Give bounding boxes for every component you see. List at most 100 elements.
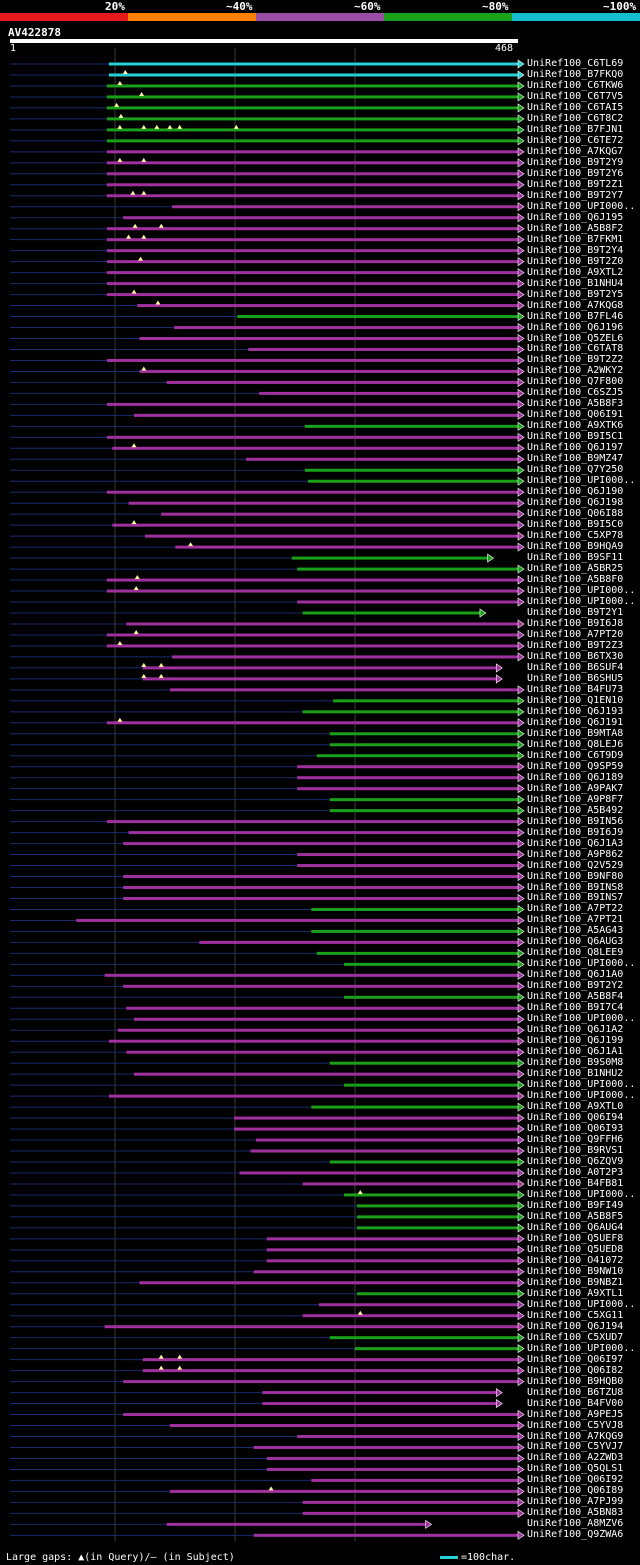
alignment-bar[interactable]: [250, 1149, 518, 1153]
hit-row[interactable]: [10, 948, 525, 958]
alignment-bar[interactable]: [329, 743, 518, 747]
hit-label[interactable]: UniRef100_B9T2Z3: [527, 639, 624, 651]
hit-row[interactable]: [10, 762, 525, 772]
alignment-bar[interactable]: [112, 523, 518, 527]
alignment-bar[interactable]: [106, 293, 518, 297]
hit-label[interactable]: UniRef100_A5B8F5: [527, 1210, 624, 1222]
hit-label[interactable]: UniRef100_B9T2Y2: [527, 980, 624, 992]
hit-row[interactable]: [10, 344, 525, 355]
alignment-bar[interactable]: [108, 73, 519, 77]
alignment-bar[interactable]: [318, 1303, 518, 1307]
alignment-bar[interactable]: [308, 479, 518, 483]
hit-row[interactable]: [10, 1091, 525, 1101]
hit-row[interactable]: [10, 828, 525, 838]
hit-row[interactable]: [10, 147, 525, 157]
hit-row[interactable]: [10, 1398, 503, 1409]
alignment-bar[interactable]: [123, 896, 519, 900]
alignment-bar[interactable]: [106, 183, 518, 187]
hit-row[interactable]: [10, 1080, 525, 1090]
hit-row[interactable]: [10, 1223, 525, 1233]
hit-row[interactable]: [10, 915, 525, 926]
alignment-bar[interactable]: [266, 1456, 518, 1460]
hit-label[interactable]: UniRef100_Q8LEE9: [527, 947, 624, 959]
hit-row[interactable]: [10, 1025, 525, 1035]
hit-row[interactable]: [10, 839, 525, 849]
alignment-bar[interactable]: [106, 260, 518, 264]
alignment-bar[interactable]: [357, 1292, 518, 1296]
hit-row[interactable]: [10, 717, 525, 728]
hit-label[interactable]: UniRef100_A7PT20: [527, 628, 624, 640]
hit-row[interactable]: [10, 59, 525, 69]
hit-row[interactable]: [10, 1453, 525, 1464]
hit-label[interactable]: UniRef100_Q9FFH6: [527, 1134, 624, 1146]
hit-label[interactable]: UniRef100_B9T2Z1: [527, 178, 624, 190]
alignment-bar[interactable]: [172, 205, 519, 209]
alignment-bar[interactable]: [357, 1215, 518, 1219]
alignment-bar[interactable]: [142, 666, 497, 670]
hit-label[interactable]: UniRef100_Q6J193: [527, 705, 624, 717]
hit-row[interactable]: [10, 1377, 525, 1387]
alignment-bar[interactable]: [117, 1028, 518, 1032]
hit-row[interactable]: [10, 640, 525, 651]
hit-label[interactable]: UniRef100_A9XTL0: [527, 1101, 624, 1113]
alignment-bar[interactable]: [106, 84, 518, 88]
hit-label[interactable]: UniRef100_A2WKY2: [527, 365, 624, 377]
hit-row[interactable]: [10, 279, 525, 289]
hit-row[interactable]: [10, 707, 525, 717]
hit-row[interactable]: [10, 136, 525, 146]
alignment-bar[interactable]: [234, 1116, 519, 1120]
hit-label[interactable]: UniRef100_A7PJ99: [527, 1496, 624, 1508]
hit-row[interactable]: [10, 1344, 525, 1354]
alignment-bar[interactable]: [106, 490, 518, 494]
hit-row[interactable]: [10, 366, 525, 377]
hit-label[interactable]: UniRef100_B7FL46: [527, 310, 624, 322]
hit-row[interactable]: [10, 1300, 525, 1310]
hit-label[interactable]: UniRef100_B9T2Y9: [527, 156, 624, 168]
alignment-bar[interactable]: [253, 1270, 518, 1274]
hit-label[interactable]: UniRef100_Q5QLS1: [527, 1463, 624, 1475]
hit-row[interactable]: [10, 1365, 525, 1376]
hit-row[interactable]: [10, 223, 525, 234]
hit-label[interactable]: UniRef100_Q06I97: [527, 1353, 624, 1365]
alignment-bar[interactable]: [329, 798, 518, 802]
alignment-bar[interactable]: [104, 1325, 518, 1329]
alignment-bar[interactable]: [137, 304, 518, 308]
alignment-bar[interactable]: [259, 391, 518, 395]
alignment-bar[interactable]: [297, 853, 518, 857]
alignment-bar[interactable]: [123, 1413, 519, 1417]
hit-row[interactable]: [10, 608, 487, 618]
hit-label[interactable]: UniRef100_B1NHU4: [527, 277, 624, 289]
hit-label[interactable]: UniRef100_Q9SP59: [527, 760, 624, 772]
alignment-bar[interactable]: [106, 150, 518, 154]
hit-label[interactable]: UniRef100_A7KQG9: [527, 1430, 624, 1442]
hit-label[interactable]: UniRef100_C5XUD7: [527, 1331, 624, 1343]
alignment-bar[interactable]: [104, 973, 518, 977]
alignment-bar[interactable]: [108, 62, 519, 66]
alignment-bar[interactable]: [166, 380, 518, 384]
hit-label[interactable]: UniRef100_C6T8C2: [527, 112, 624, 124]
alignment-bar[interactable]: [343, 962, 518, 966]
alignment-bar[interactable]: [166, 1522, 426, 1526]
hit-row[interactable]: [10, 1354, 525, 1365]
hit-row[interactable]: [10, 904, 525, 915]
hit-label[interactable]: UniRef100_B9T2Z0: [527, 255, 624, 267]
hit-row[interactable]: [10, 1245, 525, 1255]
hit-label[interactable]: UniRef100_A5B8F3: [527, 398, 624, 410]
alignment-bar[interactable]: [112, 446, 518, 450]
hit-label[interactable]: UniRef100_A7KQG8: [527, 299, 624, 311]
hit-label[interactable]: UniRef100_Q6J1A0: [527, 969, 624, 981]
hit-row[interactable]: [10, 1519, 433, 1529]
hit-label[interactable]: UniRef100_B4FU73: [527, 683, 624, 695]
hit-label[interactable]: UniRef100_A9XTK6: [527, 420, 624, 432]
alignment-bar[interactable]: [139, 369, 518, 373]
alignment-bar[interactable]: [106, 117, 518, 121]
hit-label[interactable]: UniRef100_B9I6J9: [527, 826, 624, 838]
hit-label[interactable]: UniRef100_Q6J196: [527, 321, 624, 333]
hit-row[interactable]: [10, 959, 525, 969]
alignment-bar[interactable]: [142, 677, 497, 681]
hit-row[interactable]: [10, 970, 525, 980]
hit-label[interactable]: UniRef100_A9P8F7: [527, 793, 624, 805]
hit-label[interactable]: UniRef100_B6SHU5: [527, 672, 624, 684]
hit-label[interactable]: UniRef100_Q6J1A2: [527, 1024, 624, 1036]
hit-row[interactable]: [10, 575, 525, 585]
